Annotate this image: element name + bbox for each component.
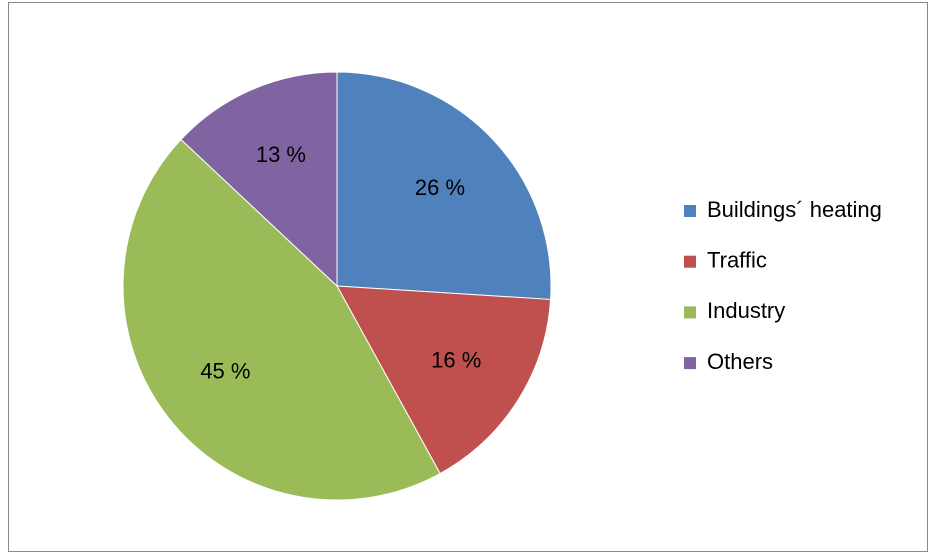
legend-swatch <box>684 306 696 319</box>
legend-swatch <box>684 205 696 217</box>
data-label: 26 % <box>415 175 465 200</box>
pie-slice <box>336 285 552 475</box>
legend-label: Industry <box>707 298 785 323</box>
data-label: 45 % <box>200 358 250 383</box>
pie-slice <box>180 71 338 288</box>
legend-swatch <box>684 357 696 370</box>
legend-label: Others <box>707 349 773 374</box>
pie-slice <box>336 71 552 300</box>
legend-label: Buildings´ heating <box>707 197 882 222</box>
data-label: 16 % <box>431 347 481 372</box>
data-label: 13 % <box>256 142 306 167</box>
legend-swatch <box>684 255 696 268</box>
pie-slice <box>122 138 441 501</box>
legend-label: Traffic <box>707 248 767 273</box>
